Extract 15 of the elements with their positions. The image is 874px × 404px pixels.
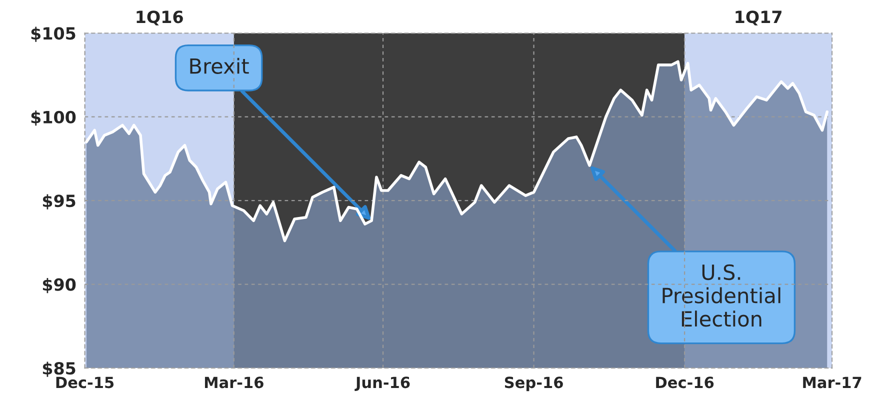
x-tick-label: Dec-15 bbox=[56, 376, 114, 388]
y-tick-label: $95 bbox=[42, 194, 76, 210]
x-tick-label: Dec-16 bbox=[656, 376, 714, 388]
x-tick-label: Sep-16 bbox=[504, 376, 563, 392]
y-tick-label: $100 bbox=[31, 110, 76, 126]
x-tick-label: Mar-17 bbox=[803, 376, 862, 388]
annotation: Brexit bbox=[190, 58, 249, 74]
x-tick-label: Mar-16 bbox=[204, 376, 264, 388]
y-tick-label: $105 bbox=[31, 26, 76, 42]
y-tick-label: $85 bbox=[42, 362, 76, 377]
x-tick-label: Jun-16 bbox=[354, 376, 410, 392]
annotation: U.S. Presidential Election bbox=[662, 264, 780, 327]
band-label: 1Q17 bbox=[736, 10, 782, 26]
y-tick-label: $90 bbox=[42, 278, 76, 294]
band-label: 1Q16 bbox=[136, 10, 183, 26]
